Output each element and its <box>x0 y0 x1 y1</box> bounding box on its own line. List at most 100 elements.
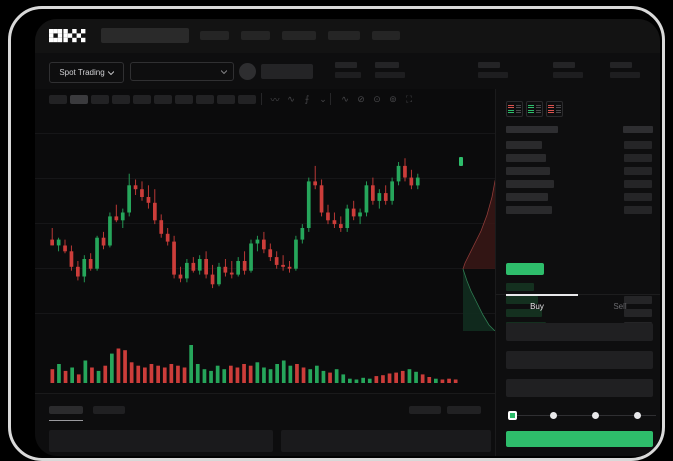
line-chart-icon[interactable]: 〰 <box>270 94 280 105</box>
toolbar-divider <box>261 93 262 105</box>
orderbook-bid-amount <box>624 296 652 304</box>
bottom-row-1 <box>49 430 273 452</box>
camera-icon[interactable]: ⊙ <box>373 93 381 104</box>
candlestick-series <box>50 158 420 289</box>
order-amount-input[interactable] <box>506 351 653 369</box>
orderbook-ask-amount <box>624 206 652 214</box>
chevron-down-icon <box>107 70 114 75</box>
orderbook-ask-price[interactable] <box>506 193 548 201</box>
chart-gridline <box>35 313 495 314</box>
orderbook-bid-price[interactable] <box>506 283 534 291</box>
slider-step-25[interactable] <box>550 412 557 419</box>
order-amount-slider[interactable] <box>506 411 656 421</box>
buy-tab-active-indicator <box>506 294 578 296</box>
orderbook-ask-amount <box>624 167 652 175</box>
market-stat-3 <box>478 62 508 78</box>
compare-icon[interactable]: ⨍ <box>304 93 310 104</box>
orderbook-mode-asks-icon[interactable] <box>546 101 563 117</box>
orderbook-ask-amount <box>624 154 652 162</box>
orderbook-bid-price[interactable] <box>506 296 538 304</box>
bottom-row-2 <box>281 430 491 452</box>
timeframe-button-3[interactable] <box>112 95 130 104</box>
orderbook-mode-both-icon[interactable] <box>506 101 523 117</box>
magnet-icon[interactable]: ⊘ <box>357 93 365 104</box>
nav-item-4[interactable] <box>328 31 360 40</box>
nav-item-2[interactable] <box>241 31 270 40</box>
indicator-icon[interactable]: ∿ <box>287 93 295 104</box>
orderbook-ask-price[interactable] <box>506 141 542 149</box>
trade-side-tabs: Buy Sell <box>496 294 660 320</box>
timeframe-button-5[interactable] <box>154 95 172 104</box>
orderbook-ask-price[interactable] <box>506 180 554 188</box>
market-stat-label <box>553 62 575 68</box>
bottom-tab-1[interactable] <box>49 406 83 414</box>
tablet-frame: Spot Trading <box>8 6 665 461</box>
slider-step-75[interactable] <box>634 412 641 419</box>
timeframe-button-6[interactable] <box>175 95 193 104</box>
global-search-input[interactable] <box>101 28 189 43</box>
market-stat-1 <box>335 62 361 78</box>
order-total-input[interactable] <box>506 379 653 397</box>
chevron-down-icon <box>221 69 227 74</box>
timeframe-button-8[interactable] <box>217 95 235 104</box>
orderbook-ask-price[interactable] <box>506 167 550 175</box>
nav-item-3[interactable] <box>282 31 316 40</box>
timeframe-button-7[interactable] <box>196 95 214 104</box>
pair-coin-avatar <box>239 63 256 80</box>
top-navigation-bar <box>35 19 660 53</box>
chart-gridline <box>35 178 495 179</box>
chart-gridline <box>35 268 495 269</box>
fullscreen-icon[interactable]: ⛶ <box>405 93 413 104</box>
market-stat-label <box>610 62 632 68</box>
chart-toolbar: 〰 ∿ ⨍ ⌄ ∿ ⊘ ⊙ ⊚ ⛶ <box>35 89 495 112</box>
orderbook-bid-price[interactable] <box>506 309 542 317</box>
orderbook-ask-price[interactable] <box>506 154 546 162</box>
tab-sell[interactable]: Sell <box>613 302 627 311</box>
place-buy-order-button[interactable] <box>506 431 653 447</box>
app-screen: Spot Trading <box>35 19 660 456</box>
timeframe-button-0[interactable] <box>49 95 67 104</box>
price-chart[interactable] <box>35 111 495 331</box>
trading-mode-label: Spot Trading <box>59 68 105 77</box>
tab-buy[interactable]: Buy <box>530 302 544 311</box>
bottom-action-1[interactable] <box>409 406 441 414</box>
market-stat-value <box>478 72 508 78</box>
slider-track <box>510 415 656 416</box>
trading-mode-selector[interactable]: Spot Trading <box>49 62 124 83</box>
slider-step-0[interactable] <box>508 411 517 420</box>
orderbook-header-price <box>506 126 558 133</box>
chevron-down-icon[interactable]: ⌄ <box>319 93 327 104</box>
orderbook-ask-price[interactable] <box>506 206 552 214</box>
bottom-tab-2[interactable] <box>93 406 125 414</box>
last-price-display <box>261 64 313 79</box>
chart-gridline <box>35 133 495 134</box>
timeframe-button-4[interactable] <box>133 95 151 104</box>
okx-logo[interactable] <box>49 29 89 43</box>
nav-item-5[interactable] <box>372 31 400 40</box>
market-stat-label <box>335 62 357 68</box>
slider-step-50[interactable] <box>592 412 599 419</box>
market-stat-5 <box>610 62 640 78</box>
market-stat-value <box>610 72 640 78</box>
bottom-action-2[interactable] <box>447 406 481 414</box>
market-stat-value <box>553 72 583 78</box>
orderbook-ask-amount <box>624 193 652 201</box>
tab-divider <box>496 294 660 295</box>
market-stat-2 <box>375 62 405 78</box>
market-stat-value <box>335 72 361 78</box>
volume-chart <box>35 331 495 393</box>
orderbook-mode-bids-icon[interactable] <box>526 101 543 117</box>
wave-icon[interactable]: ∿ <box>341 93 349 104</box>
settings-icon[interactable]: ⊚ <box>389 93 397 104</box>
timeframe-button-9[interactable] <box>238 95 256 104</box>
order-price-input[interactable] <box>506 323 653 341</box>
orderbook-ask-amount <box>624 180 652 188</box>
nav-item-1[interactable] <box>200 31 229 40</box>
orders-bottom-panel <box>35 393 495 456</box>
trading-pair-selector[interactable] <box>130 62 234 81</box>
timeframe-button-2[interactable] <box>91 95 109 104</box>
orderbook-last-price <box>506 263 544 275</box>
chart-gridline <box>35 223 495 224</box>
market-stat-label <box>478 62 500 68</box>
timeframe-button-1[interactable] <box>70 95 88 104</box>
